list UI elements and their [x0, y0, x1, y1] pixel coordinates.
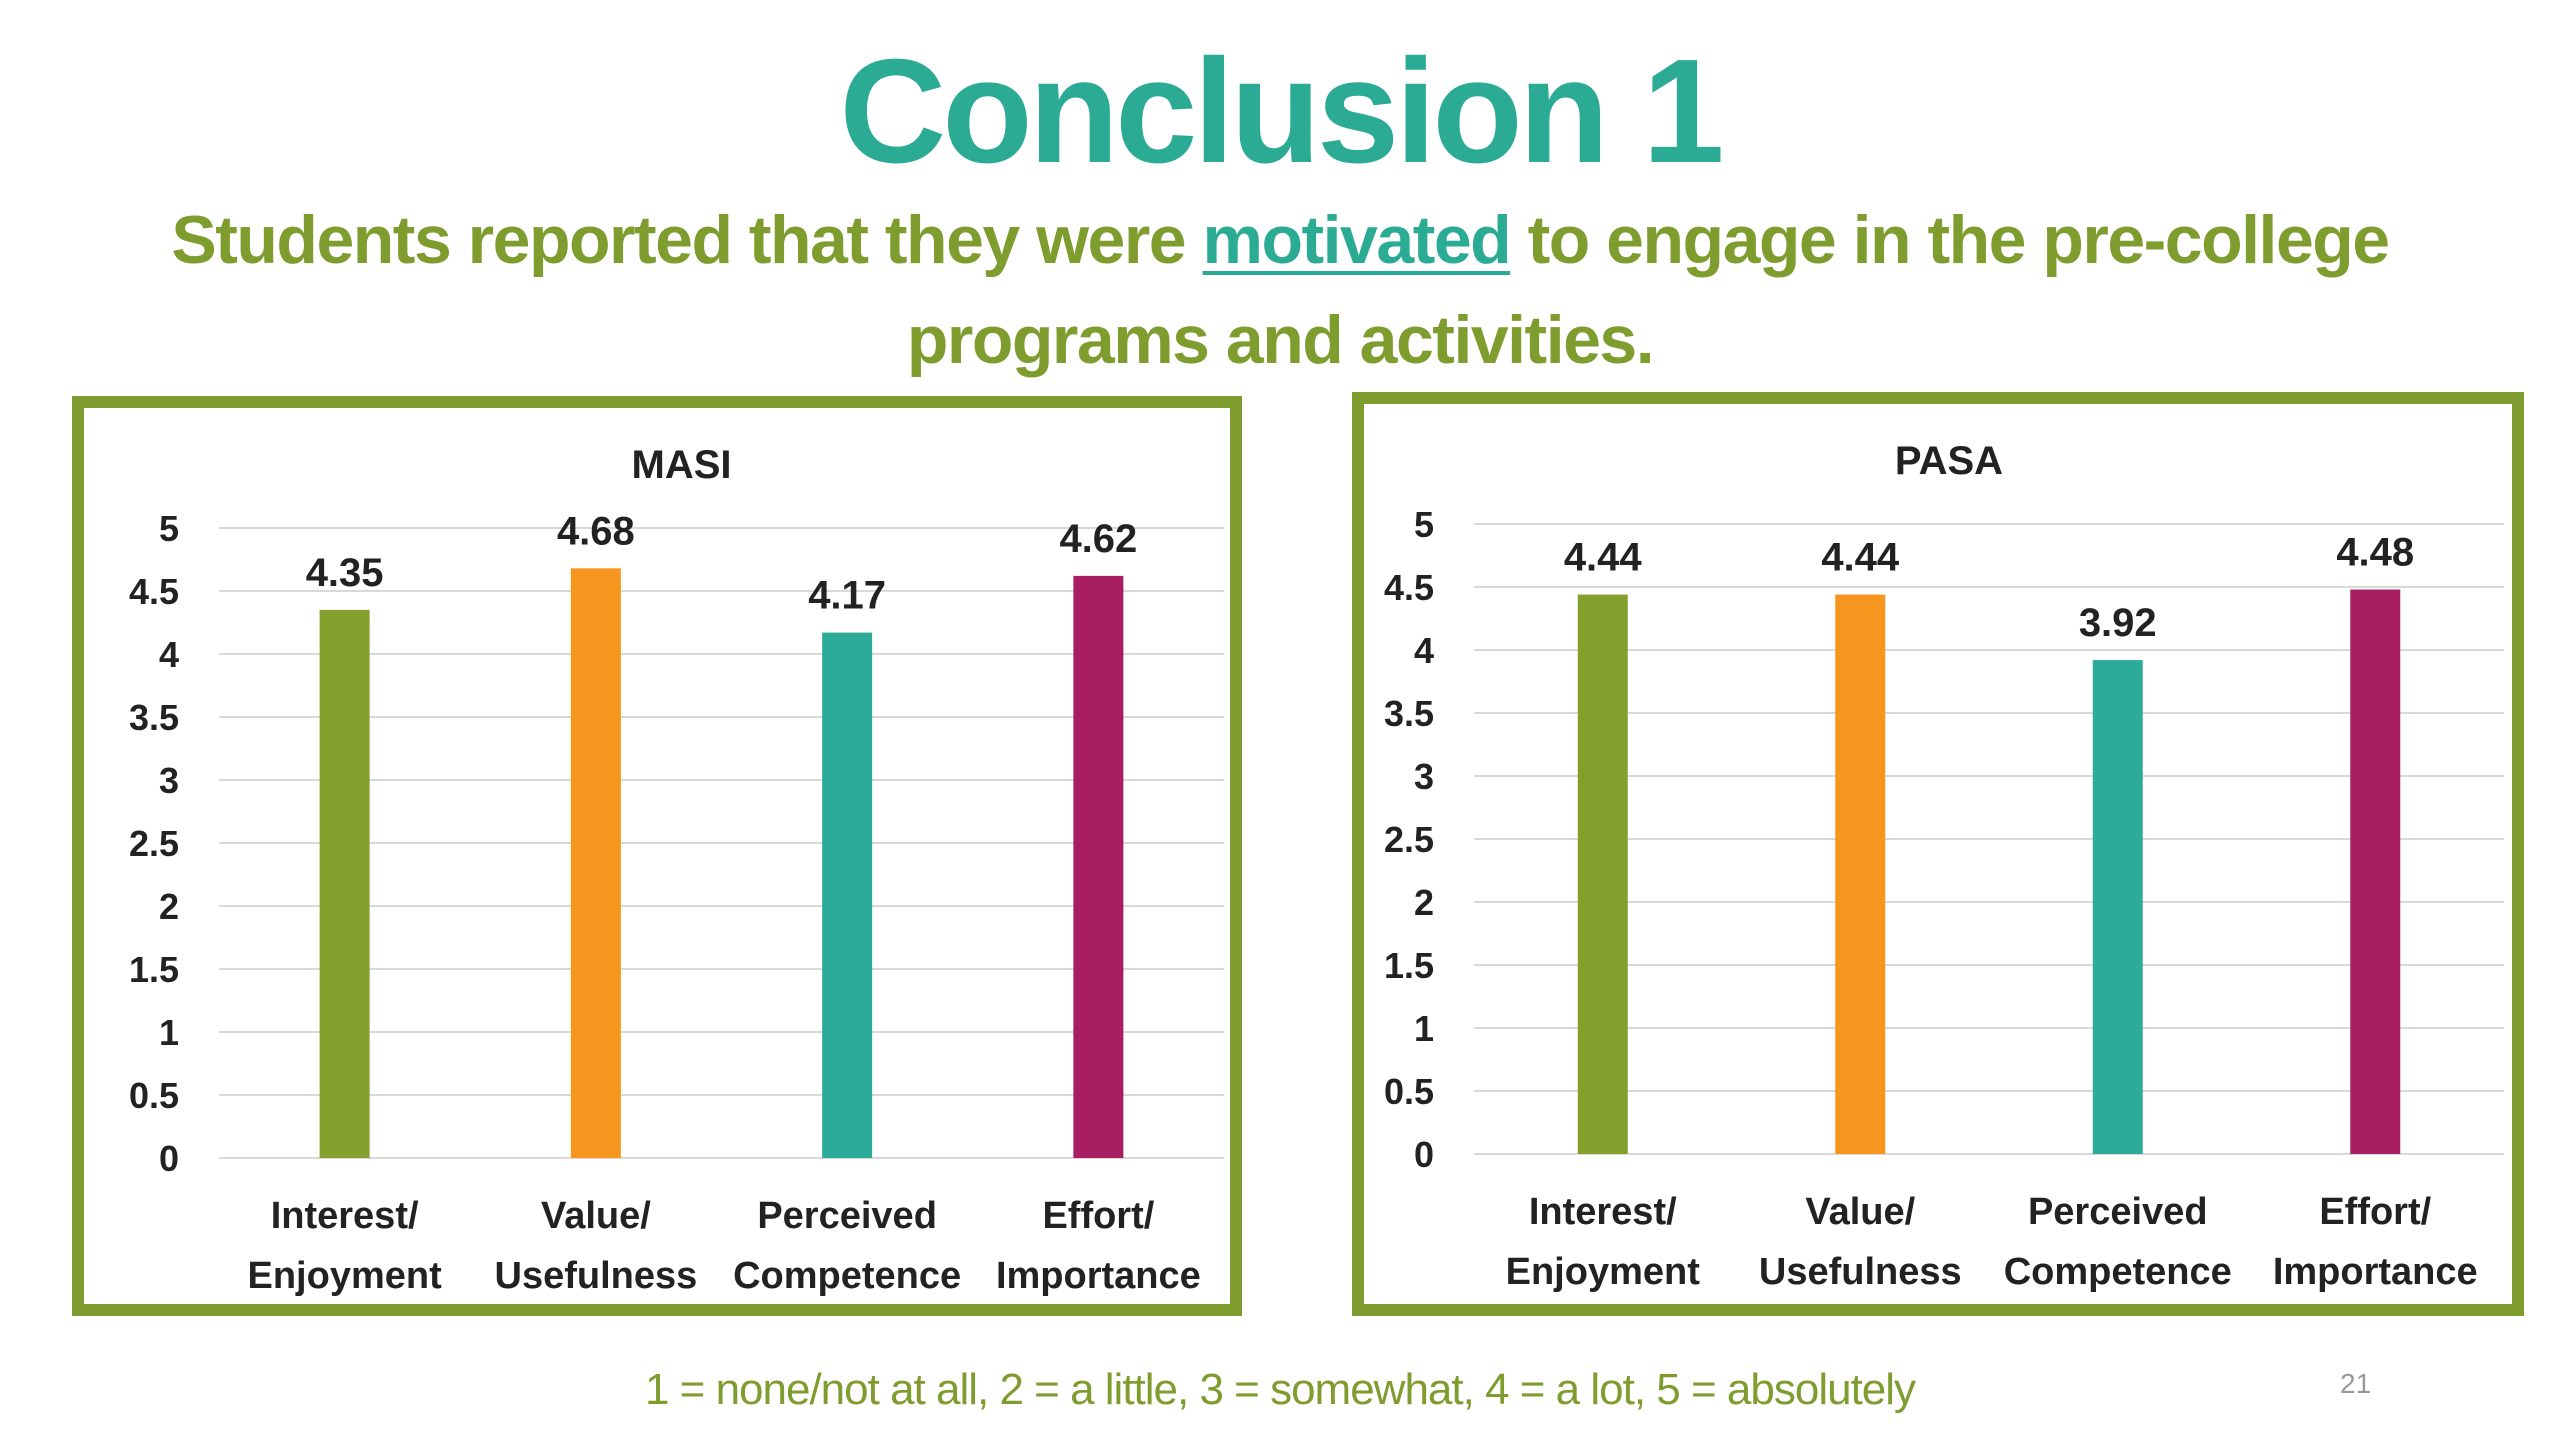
masi-data-label: 4.17 [808, 574, 886, 618]
masi-category-label-line2: Importance [996, 1255, 1201, 1297]
subtitle-text-after: to engage in the pre-college programs an… [906, 202, 2390, 378]
masi-y-tick-label: 2 [159, 886, 179, 927]
masi-y-tick-label: 5 [159, 508, 179, 549]
pasa-chart-panel: PASA 0 0.5 1 1.5 2 2.5 3 3.5 4 4.5 5 4.44 Interest/En… [1352, 392, 2524, 1316]
pasa-bar-chart: PASA 0 0.5 1 1.5 2 2.5 3 3.5 4 4.5 5 4.44 Interest/En… [1384, 439, 2504, 1293]
pasa-data-label: 4.48 [2336, 531, 2414, 575]
masi-bar [1073, 575, 1124, 1158]
masi-chart-title: MASI [632, 443, 732, 487]
pasa-y-tick-label: 3.5 [1384, 693, 1434, 734]
pasa-bar [2092, 660, 2143, 1154]
pasa-y-tick-label: 0.5 [1384, 1071, 1434, 1112]
pasa-bar [1577, 594, 1628, 1154]
pasa-category-label-line2: Enjoyment [1506, 1251, 1701, 1293]
pasa-y-tick-label: 5 [1414, 504, 1434, 545]
pasa-category-label-line2: Competence [2004, 1251, 2232, 1293]
masi-bar [822, 632, 873, 1158]
masi-bar-chart: MASI 0 0.5 1 1.5 2 2.5 3 3.5 4 4.5 5 4.35 Interest/En… [129, 443, 1224, 1297]
masi-category-label-line2: Competence [733, 1255, 961, 1297]
masi-bar [570, 568, 621, 1158]
pasa-y-tick-label: 3 [1414, 756, 1434, 797]
page-number: 21 [2340, 1368, 2372, 1399]
masi-y-tick-label: 0 [159, 1138, 179, 1179]
pasa-category-label-line2: Importance [2273, 1251, 2478, 1293]
pasa-category-label-line1: Perceived [2028, 1191, 2208, 1233]
masi-data-label: 4.35 [306, 551, 384, 595]
masi-chart-panel: MASI 0 0.5 1 1.5 2 2.5 3 3.5 4 4.5 5 4.35 Interest/En… [72, 396, 1242, 1316]
pasa-y-tick-label: 0 [1414, 1134, 1434, 1175]
masi-y-tick-label: 4.5 [129, 571, 179, 612]
subtitle-text-before: Students reported that they were [171, 202, 1203, 278]
masi-data-label: 4.62 [1059, 517, 1137, 561]
slide-title: Conclusion 1 [839, 29, 1724, 194]
masi-y-tick-label: 3.5 [129, 697, 179, 738]
pasa-y-tick-label: 2 [1414, 882, 1434, 923]
masi-y-tick-label: 2.5 [129, 823, 179, 864]
rating-scale-footnote: 1 = none/not at all, 2 = a little, 3 = s… [644, 1365, 1916, 1414]
masi-y-tick-label: 0.5 [129, 1075, 179, 1116]
masi-bar [319, 609, 370, 1158]
pasa-data-label: 4.44 [1821, 536, 1900, 580]
pasa-y-tick-label: 4.5 [1384, 567, 1434, 608]
masi-category-label-line2: Enjoyment [248, 1255, 443, 1297]
masi-category-label-line2: Usefulness [495, 1255, 698, 1297]
pasa-y-tick-label: 1.5 [1384, 945, 1434, 986]
pasa-bar [1835, 594, 1886, 1154]
pasa-bar [2350, 589, 2401, 1154]
masi-category-label-line1: Value/ [541, 1195, 651, 1237]
masi-category-label-line1: Effort/ [1042, 1195, 1154, 1237]
pasa-category-label-line1: Interest/ [1529, 1191, 1677, 1233]
pasa-y-tick-label: 2.5 [1384, 819, 1434, 860]
pasa-y-tick-label: 1 [1414, 1008, 1434, 1049]
masi-y-tick-label: 4 [159, 634, 179, 675]
slide-subtitle: Students reported that they were motivat… [120, 190, 2440, 390]
masi-y-tick-label: 1 [159, 1012, 179, 1053]
pasa-category-label-line2: Usefulness [1759, 1251, 1962, 1293]
masi-y-tick-label: 3 [159, 760, 179, 801]
pasa-data-label: 4.44 [1564, 536, 1643, 580]
pasa-category-label-line1: Effort/ [2319, 1191, 2431, 1233]
masi-category-label-line1: Perceived [757, 1195, 937, 1237]
subtitle-emphasis: motivated [1202, 202, 1512, 278]
pasa-category-label-line1: Value/ [1805, 1191, 1915, 1233]
masi-category-label-line1: Interest/ [271, 1195, 419, 1237]
pasa-data-label: 3.92 [2079, 601, 2157, 645]
pasa-y-tick-label: 4 [1414, 630, 1434, 671]
masi-data-label: 4.68 [557, 509, 635, 553]
pasa-chart-title: PASA [1895, 439, 2003, 483]
masi-y-tick-label: 1.5 [129, 949, 179, 990]
